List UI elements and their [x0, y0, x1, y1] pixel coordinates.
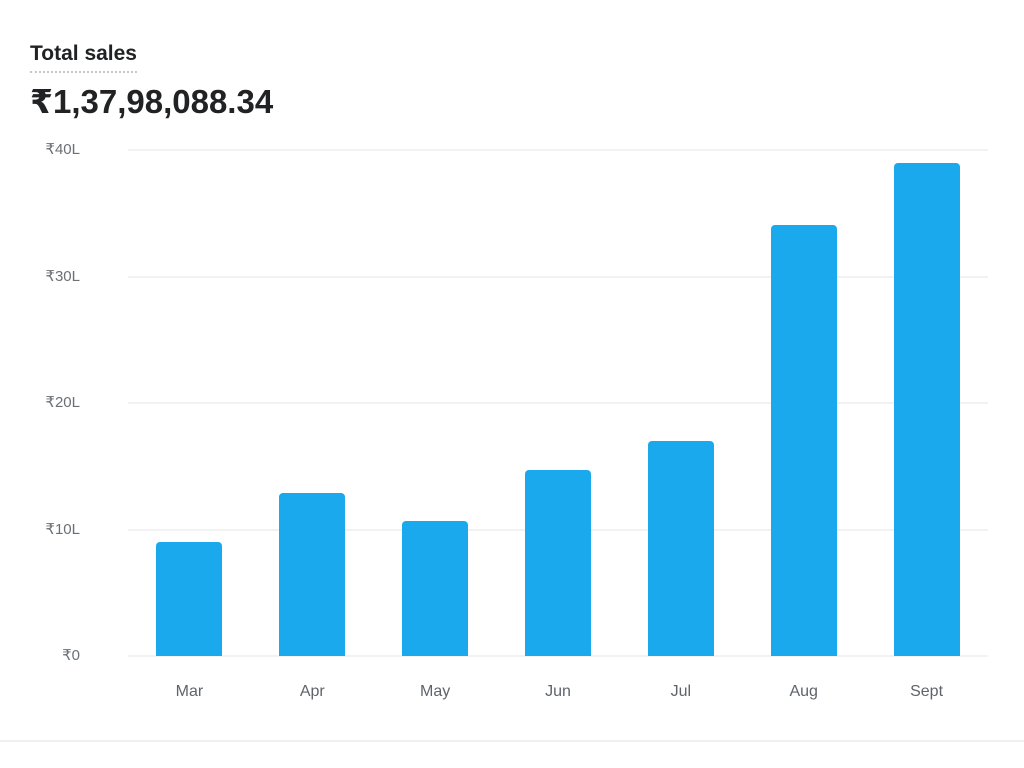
gridline-40 [128, 149, 988, 151]
plot-area [128, 150, 988, 656]
y-tick-label: ₹10L [45, 520, 80, 538]
x-tick-label: May [420, 683, 451, 700]
x-tick-label: Apr [299, 683, 325, 700]
y-tick-label: ₹40L [45, 141, 80, 158]
gridline-20 [128, 402, 988, 404]
gridline-30 [128, 275, 988, 278]
total-sales-value: ₹1,37,98,088.34 [30, 83, 274, 120]
bar-aug[interactable] [770, 225, 837, 656]
chart-header: Total sales ₹1,37,98,088.34 [30, 42, 273, 121]
x-tick-label: Jul [670, 683, 692, 700]
y-tick-label: ₹20L [45, 394, 80, 411]
y-tick-label: ₹0 [62, 647, 80, 664]
bar-may[interactable] [402, 521, 469, 656]
bar-apr[interactable] [279, 493, 346, 656]
bar-jun[interactable] [525, 470, 591, 656]
bar-sept[interactable] [893, 163, 960, 656]
x-tick-label: Mar [175, 683, 204, 700]
x-tick-label: Jun [545, 683, 571, 700]
bottom-divider [0, 740, 1024, 742]
y-tick-label: ₹30L [45, 267, 80, 285]
bar-jul[interactable] [647, 441, 714, 656]
bar-mar[interactable] [156, 542, 223, 656]
x-tick-label: Aug [789, 683, 818, 700]
gridline-0 [128, 655, 988, 657]
x-tick-label: Sept [910, 683, 944, 700]
chart-title[interactable]: Total sales [30, 42, 137, 73]
